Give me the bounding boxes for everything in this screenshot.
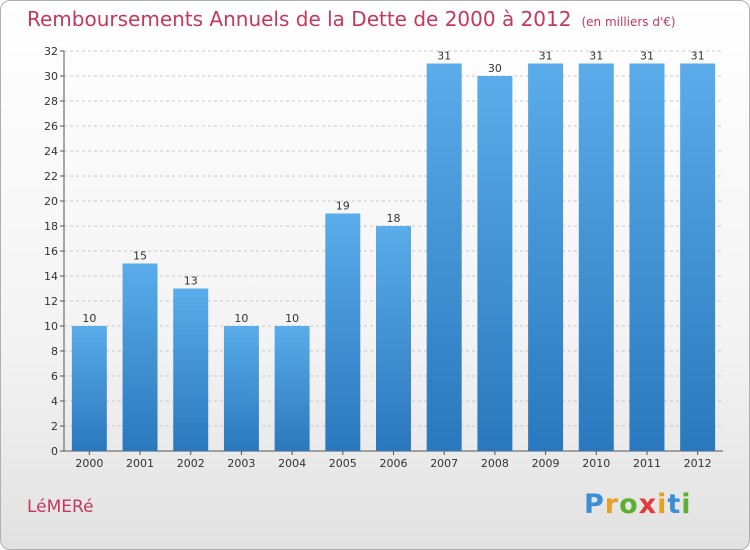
x-tick-label: 2011 (633, 457, 661, 470)
bar-value-label: 31 (589, 50, 603, 63)
y-tick-label: 20 (44, 195, 58, 208)
x-tick-label: 2005 (329, 457, 357, 470)
bar (376, 226, 411, 451)
bar (578, 63, 614, 451)
bar (528, 63, 564, 451)
bar-value-label: 31 (437, 50, 451, 63)
y-tick-label: 0 (51, 445, 58, 458)
bar (274, 326, 310, 451)
bar-value-label: 13 (184, 275, 198, 288)
bar (122, 263, 158, 451)
bar-value-label: 10 (82, 312, 96, 325)
bar-value-label: 30 (488, 62, 502, 75)
x-tick-label: 2002 (177, 457, 205, 470)
chart-title-text: Remboursements Annuels de la Dette de 20… (27, 7, 572, 31)
y-tick-label: 4 (51, 395, 58, 408)
x-tick-label: 2008 (481, 457, 509, 470)
y-tick-label: 2 (51, 420, 58, 433)
bar-value-label: 10 (234, 312, 248, 325)
bar (71, 326, 107, 451)
town-name: LéMERé (27, 497, 94, 517)
bar-value-label: 31 (640, 50, 654, 63)
logo-letter: P (584, 489, 605, 520)
chart-unit: (en milliers d'€) (581, 15, 676, 29)
bar (477, 76, 513, 451)
x-tick-label: 2010 (582, 457, 610, 470)
x-tick-label: 2004 (278, 457, 306, 470)
logo-letter: i (681, 489, 692, 520)
chart-title: Remboursements Annuels de la Dette de 20… (27, 7, 676, 31)
y-tick-label: 10 (44, 320, 58, 333)
y-tick-label: 6 (51, 370, 58, 383)
logo-letter: r (604, 489, 620, 520)
bars: 10 15 13 10 10 19 18 31 30 31 31 31 31 (71, 50, 716, 451)
y-tick-label: 12 (44, 295, 58, 308)
proxiti-logo: Proxiti (584, 489, 692, 520)
logo-letter: x (638, 489, 658, 520)
bar (680, 63, 716, 451)
x-tick-label: 2007 (430, 457, 458, 470)
y-tick-label: 18 (44, 220, 58, 233)
y-tick-label: 24 (44, 145, 58, 158)
bar-value-label: 15 (133, 250, 147, 263)
y-tick-label: 30 (44, 70, 58, 83)
bar (173, 288, 209, 451)
x-tick-label: 2000 (75, 457, 103, 470)
y-tick-label: 16 (44, 245, 58, 258)
y-tick-label: 26 (44, 120, 58, 133)
bar-value-label: 10 (285, 312, 299, 325)
bar (426, 63, 462, 451)
bar-value-label: 31 (691, 50, 705, 63)
y-tick-label: 8 (51, 345, 58, 358)
bar-value-label: 19 (336, 200, 350, 213)
bar-value-label: 18 (387, 212, 401, 225)
y-tick-label: 32 (44, 45, 58, 58)
bar-value-label: 31 (539, 50, 553, 63)
bar (325, 213, 361, 451)
x-tick-label: 2003 (227, 457, 255, 470)
bar (223, 326, 259, 451)
y-tick-label: 22 (44, 170, 58, 183)
bar (629, 63, 665, 451)
x-tick-label: 2009 (532, 457, 560, 470)
x-tick-label: 2012 (684, 457, 712, 470)
x-tick-label: 2001 (126, 457, 154, 470)
logo-letter: t (667, 489, 682, 520)
logo-letter: i (657, 489, 668, 520)
y-tick-label: 28 (44, 95, 58, 108)
y-tick-label: 14 (44, 270, 58, 283)
x-tick-label: 2006 (380, 457, 408, 470)
logo-letter: o (619, 489, 639, 520)
